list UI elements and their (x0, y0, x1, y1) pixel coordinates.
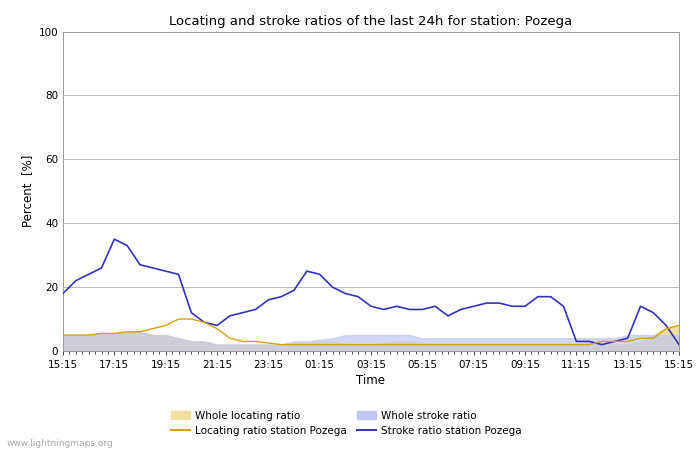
X-axis label: Time: Time (356, 374, 386, 387)
Text: www.lightningmaps.org: www.lightningmaps.org (7, 439, 113, 448)
Title: Locating and stroke ratios of the last 24h for station: Pozega: Locating and stroke ratios of the last 2… (169, 14, 573, 27)
Legend: Whole locating ratio, Locating ratio station Pozega, Whole stroke ratio, Stroke : Whole locating ratio, Locating ratio sta… (171, 410, 522, 436)
Y-axis label: Percent  [%]: Percent [%] (21, 155, 34, 227)
